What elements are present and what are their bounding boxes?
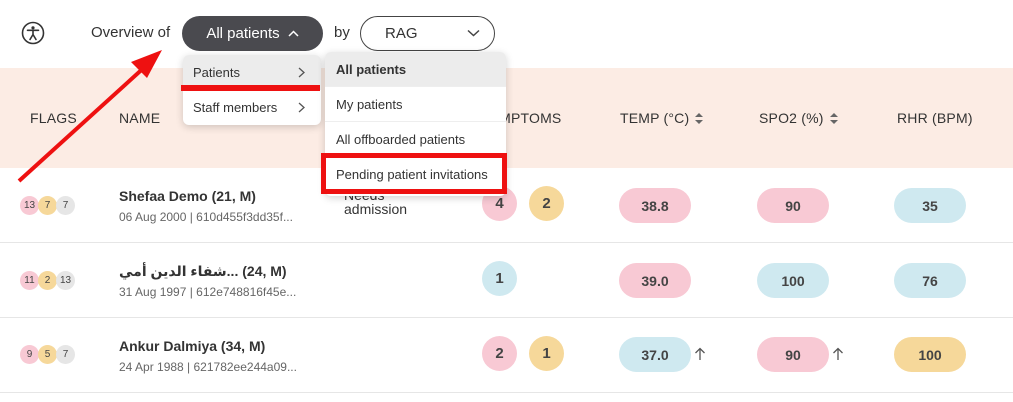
patient-details: 06 Aug 2000 | 610d455f3dd35f...	[119, 210, 293, 224]
patients-filter-dropdown[interactable]: All patients	[182, 16, 323, 51]
rhr-value: 100	[894, 337, 966, 372]
chevron-up-icon	[288, 30, 299, 37]
column-rhr: RHR (BPM)	[897, 110, 973, 126]
patients-submenu: All patients My patients All offboarded …	[325, 52, 506, 196]
flag-amber-count: 5	[38, 345, 57, 364]
column-spo2[interactable]: SPO2 (%)	[759, 110, 838, 126]
group-by-dropdown[interactable]: RAG	[360, 16, 495, 51]
sort-icon	[829, 112, 838, 124]
rhr-value: 76	[894, 263, 966, 298]
flag-gray-count: 7	[56, 196, 75, 215]
flag-amber-count: 2	[38, 271, 57, 290]
flag-red-count: 11	[20, 271, 39, 290]
submenu-item-my-patients[interactable]: My patients	[325, 87, 506, 122]
table-row[interactable]: 9 5 7 Ankur Dalmiya (34, M) 24 Apr 1988 …	[0, 318, 1013, 393]
submenu-item-pending-invitations[interactable]: Pending patient invitations	[336, 167, 488, 182]
symptom-blue-count: 1	[482, 261, 517, 296]
flag-counts: 11 2 13	[20, 271, 75, 290]
flag-red-count: 13	[20, 196, 39, 215]
symptom-amber-count: 1	[529, 336, 564, 371]
patient-name[interactable]: Shefaa Demo (21, M)	[119, 188, 256, 204]
patient-name[interactable]: شفاء الدين أمي... (24, M)	[119, 263, 287, 279]
chevron-right-icon	[298, 102, 305, 113]
table-row[interactable]: 11 2 13 شفاء الدين أمي... (24, M) 31 Aug…	[0, 243, 1013, 318]
column-temp[interactable]: TEMP (°C)	[620, 110, 704, 126]
flag-gray-count: 7	[56, 345, 75, 364]
submenu-item-all-patients[interactable]: All patients	[325, 52, 506, 87]
temp-value: 39.0	[619, 263, 691, 298]
column-spo2-label: SPO2 (%)	[759, 110, 824, 126]
top-bar: Overview of All patients by RAG	[0, 0, 1013, 68]
column-name: NAME	[119, 110, 161, 126]
flag-counts: 13 7 7	[20, 196, 75, 215]
menu-item-patients-label: Patients	[193, 65, 240, 80]
patient-details: 31 Aug 1997 | 612e748816f45e...	[119, 285, 297, 299]
flag-red-count: 9	[20, 345, 39, 364]
patient-details: 24 Apr 1988 | 621782ee244a09...	[119, 360, 297, 374]
accessibility-icon[interactable]	[21, 21, 45, 45]
chevron-right-icon	[298, 67, 305, 78]
flag-gray-count: 13	[56, 271, 75, 290]
rhr-value: 35	[894, 188, 966, 223]
arrow-up-icon	[833, 347, 843, 360]
column-flags: FLAGS	[30, 110, 77, 126]
temp-value: 37.0	[619, 337, 691, 372]
flag-amber-count: 7	[38, 196, 57, 215]
chevron-down-icon	[467, 29, 480, 37]
spo2-value: 100	[757, 263, 829, 298]
spo2-value: 90	[757, 337, 829, 372]
overview-label: Overview of	[91, 24, 171, 41]
annotation-highlight-box	[321, 153, 507, 194]
column-temp-label: TEMP (°C)	[620, 110, 690, 126]
menu-item-staff-members[interactable]: Staff members	[183, 90, 321, 125]
symptom-red-count: 2	[482, 336, 517, 371]
table-header: FLAGS NAME SYMPTOMS TEMP (°C) SPO2 (%) R…	[0, 68, 1013, 168]
group-by-label: RAG	[385, 25, 418, 42]
symptom-amber-count: 2	[529, 186, 564, 221]
flag-counts: 9 5 7	[20, 345, 75, 364]
spo2-value: 90	[757, 188, 829, 223]
submenu-item-offboarded[interactable]: All offboarded patients	[325, 122, 506, 157]
menu-item-staff-label: Staff members	[193, 100, 278, 115]
menu-item-patients[interactable]: Patients	[183, 55, 321, 90]
sort-icon	[695, 112, 704, 124]
patients-filter-label: All patients	[206, 25, 280, 42]
arrow-up-icon	[695, 347, 705, 360]
annotation-underline	[181, 85, 320, 91]
by-label: by	[334, 24, 350, 41]
temp-value: 38.8	[619, 188, 691, 223]
patient-name[interactable]: Ankur Dalmiya (34, M)	[119, 338, 266, 354]
